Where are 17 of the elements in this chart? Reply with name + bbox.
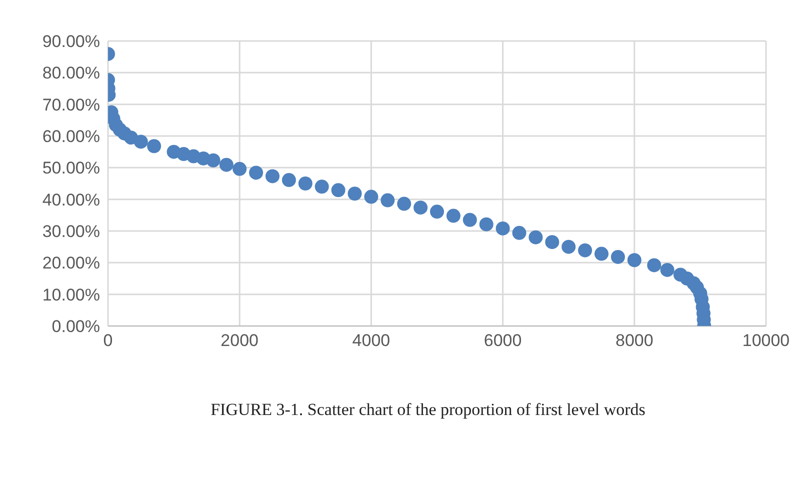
x-tick-label: 4000 [352,331,390,350]
y-tick-label: 40.00% [42,190,100,210]
y-tick-label: 30.00% [42,222,100,242]
x-tick-label: 6000 [484,331,522,350]
x-tick-label: 0 [103,331,113,350]
y-tick-label: 20.00% [42,254,100,273]
y-tick-label: 10.00% [42,285,100,304]
y-tick-label: 80.00% [42,64,100,83]
x-tick-label: 8000 [615,331,654,350]
y-tick-label: 90.00% [42,32,100,52]
x-tick-label: 10000 [742,331,790,350]
x-tick-label: 2000 [220,331,259,350]
y-tick-label: 50.00% [42,158,100,178]
y-tick-label: 0.00% [52,317,100,336]
y-tick-label: 70.00% [42,95,100,114]
caption: FIGURE 3-1. Scatter chart of the proportion of first level words [210,400,646,420]
y-tick-label: 60.00% [42,127,100,146]
